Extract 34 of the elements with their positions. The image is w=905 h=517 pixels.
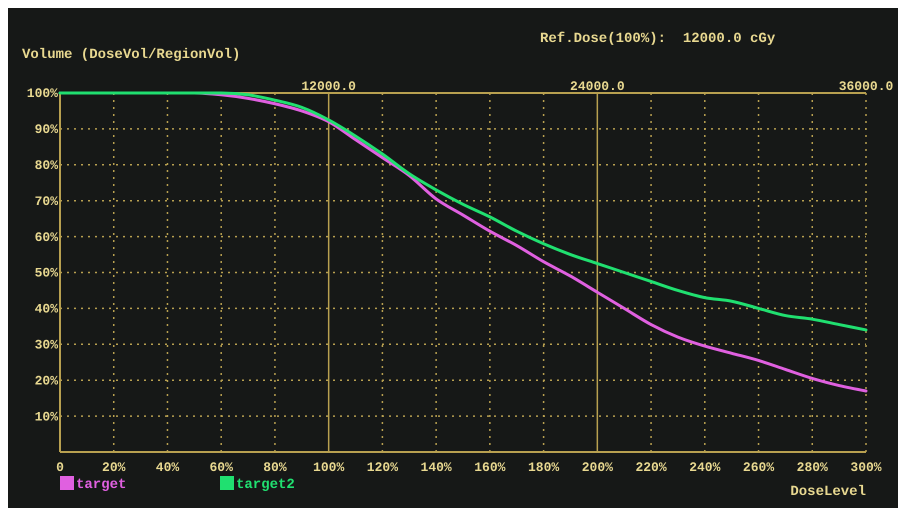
y-tick-label: 20% (34, 373, 58, 388)
x2-tick-label: 12000.0 (301, 79, 356, 94)
x-tick-label: 100% (313, 460, 344, 476)
x-tick-label: 140% (420, 460, 452, 476)
x-tick-label: 220% (635, 460, 667, 476)
y-tick-label: 60% (34, 230, 58, 245)
x-tick-label: 120% (366, 460, 398, 476)
x-tick-label: 80% (263, 460, 287, 476)
y-tick-label: 70% (34, 194, 58, 209)
x-tick-label: 200% (582, 460, 614, 476)
x-tick-label: 160% (474, 460, 506, 476)
x-tick-label: 60% (209, 460, 234, 476)
x-tick-label: 300% (850, 460, 882, 476)
x2-tick-label: 36000.0 (838, 79, 894, 94)
x-tick-label: 280% (796, 460, 828, 476)
y-tick-label: 80% (34, 158, 58, 173)
y-tick-label: 50% (34, 266, 58, 281)
y-axis-title: Volume (DoseVol/RegionVol) (22, 47, 240, 63)
y-tick-label: 10% (34, 409, 58, 424)
y-tick-label: 30% (34, 337, 58, 352)
x-tick-label: 240% (689, 460, 721, 476)
x-tick-label: 40% (156, 460, 180, 476)
y-tick-label: 90% (34, 122, 58, 138)
x-axis-title: DoseLevel (790, 484, 866, 500)
x-tick-label: 20% (102, 460, 126, 476)
x-tick-label: 260% (742, 460, 774, 476)
y-tick-label: 100% (26, 86, 58, 102)
legend-label: target (76, 477, 126, 493)
x-tick-label: 180% (528, 460, 560, 476)
y-tick-label: 40% (34, 302, 58, 317)
legend-label: target2 (236, 477, 295, 493)
text: Ref.Dose(100%): 12000.0 cGy (540, 31, 776, 47)
x-tick-label: 0 (56, 460, 64, 476)
x2-tick-label: 24000.0 (570, 79, 625, 94)
